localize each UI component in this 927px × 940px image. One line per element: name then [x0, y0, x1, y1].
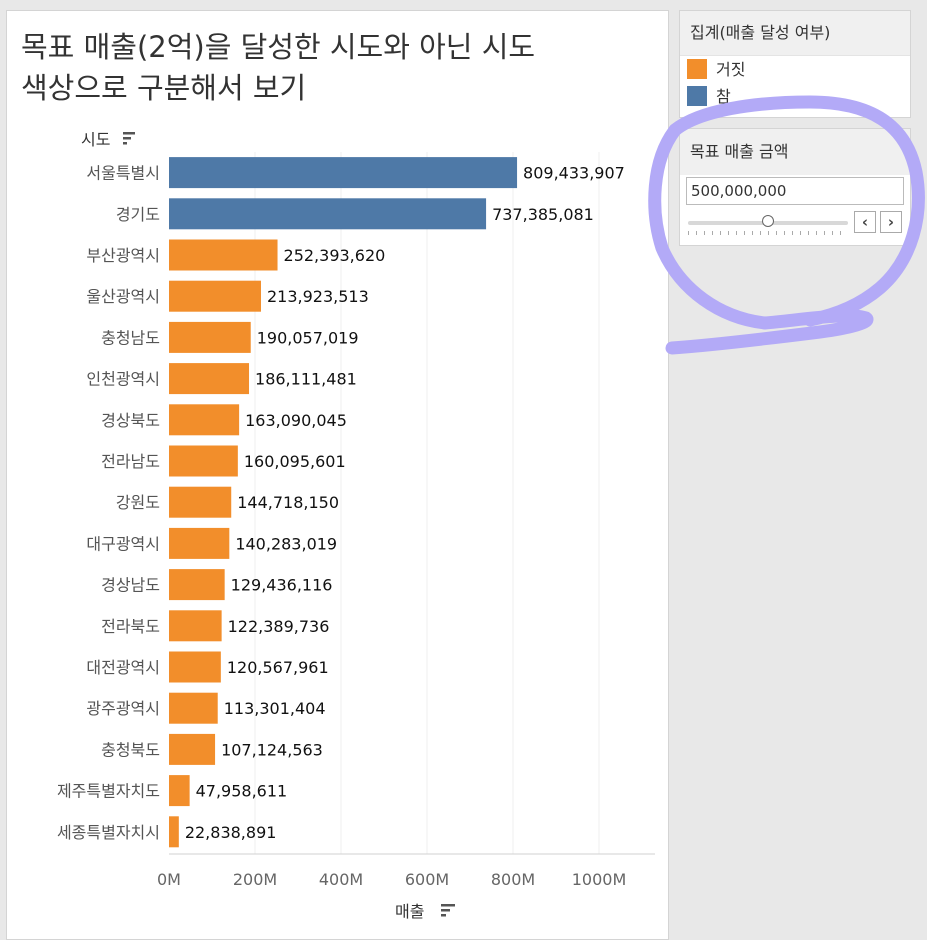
- value-label: 190,057,019: [257, 328, 359, 347]
- bar[interactable]: [169, 363, 250, 395]
- x-axis-title[interactable]: 매출: [395, 902, 424, 921]
- sort-icon[interactable]: [441, 904, 455, 917]
- value-label: 737,385,081: [492, 205, 594, 224]
- bar[interactable]: [169, 527, 230, 559]
- bar[interactable]: [169, 445, 238, 477]
- chevron-left-icon: ‹: [861, 213, 869, 231]
- chart-panel: 목표 매출(2억)을 달성한 시도와 아닌 시도 색상으로 구분해서 보기 서울…: [6, 10, 669, 940]
- value-label: 47,958,611: [196, 782, 288, 801]
- x-tick-label: 1000M: [572, 870, 627, 889]
- category-label: 부산광역시: [86, 246, 160, 265]
- bar[interactable]: [169, 198, 487, 230]
- value-label: 140,283,019: [235, 534, 337, 553]
- category-label: 서울특별시: [86, 164, 160, 183]
- bar[interactable]: [169, 404, 240, 436]
- value-label: 113,301,404: [224, 699, 326, 718]
- bar[interactable]: [169, 733, 216, 765]
- value-label: 213,923,513: [267, 287, 369, 306]
- chevron-right-icon: ›: [887, 213, 895, 231]
- value-label: 122,389,736: [228, 617, 330, 636]
- category-label: 전라북도: [101, 617, 160, 636]
- legend-panel: 집계(매출 달성 여부) 거짓 참: [679, 10, 911, 118]
- value-label: 809,433,907: [523, 164, 625, 183]
- chart-title: 목표 매출(2억)을 달성한 시도와 아닌 시도 색상으로 구분해서 보기: [21, 30, 536, 105]
- x-tick-label: 800M: [491, 870, 535, 889]
- value-label: 22,838,891: [185, 823, 277, 842]
- bar[interactable]: [169, 569, 225, 601]
- category-label: 대구광역시: [86, 534, 160, 553]
- bar[interactable]: [169, 239, 278, 271]
- bar[interactable]: [169, 816, 179, 848]
- legend-label-false: 거짓: [716, 60, 746, 79]
- value-label: 186,111,481: [255, 370, 357, 389]
- category-label: 강원도: [116, 493, 160, 512]
- target-sales-input[interactable]: [686, 177, 904, 205]
- row-header[interactable]: 시도: [81, 130, 110, 149]
- category-label: 경상남도: [101, 576, 160, 595]
- category-label: 광주광역시: [86, 699, 160, 718]
- category-label: 충청북도: [101, 740, 160, 759]
- value-label: 107,124,563: [221, 740, 323, 759]
- bar[interactable]: [169, 651, 221, 683]
- bar[interactable]: [169, 610, 222, 642]
- bar[interactable]: [169, 692, 218, 724]
- bar-chart: 서울특별시경기도부산광역시울산광역시충청남도인천광역시경상북도전라남도강원도대구…: [57, 130, 655, 921]
- value-labels: 809,433,907 737,385,081 252,393,620 213,923…: [185, 164, 625, 842]
- legend-swatch-true: [687, 86, 707, 106]
- category-label: 전라남도: [101, 452, 160, 471]
- legend-item-false[interactable]: 거짓: [680, 56, 910, 83]
- slider-thumb[interactable]: [762, 215, 774, 227]
- category-label: 충청남도: [101, 328, 160, 347]
- x-tick-label: 0M: [157, 870, 181, 889]
- parameter-panel: 목표 매출 금액 ‹ ›: [679, 128, 911, 246]
- legend-swatch-false: [687, 59, 707, 79]
- category-label: 인천광역시: [86, 370, 160, 389]
- value-label: 120,567,961: [227, 658, 329, 677]
- increment-button[interactable]: ›: [880, 211, 902, 233]
- decrement-button[interactable]: ‹: [854, 211, 876, 233]
- value-label: 163,090,045: [245, 411, 347, 430]
- parameter-title: 목표 매출 금액: [680, 129, 910, 175]
- x-tick-label: 400M: [319, 870, 363, 889]
- bar[interactable]: [169, 280, 261, 312]
- category-label: 경기도: [116, 205, 160, 224]
- bars: [169, 157, 518, 848]
- x-tick-label: 600M: [405, 870, 449, 889]
- bar[interactable]: [169, 157, 518, 189]
- sort-icon[interactable]: [123, 132, 135, 145]
- category-labels: 서울특별시경기도부산광역시울산광역시충청남도인천광역시경상북도전라남도강원도대구…: [57, 164, 160, 842]
- category-label: 경상북도: [101, 411, 160, 430]
- category-label: 대전광역시: [86, 658, 160, 677]
- value-label: 144,718,150: [237, 493, 339, 512]
- legend-title: 집계(매출 달성 여부): [680, 11, 910, 56]
- category-label: 세종특별자치시: [57, 823, 160, 842]
- category-label: 제주특별자치도: [57, 782, 160, 801]
- value-label: 252,393,620: [284, 246, 386, 265]
- slider-ticks: [688, 231, 848, 235]
- bar[interactable]: [169, 321, 251, 353]
- legend-item-true[interactable]: 참: [680, 83, 910, 110]
- bar[interactable]: [169, 486, 232, 518]
- value-label: 129,436,116: [231, 576, 333, 595]
- x-tick-label: 200M: [233, 870, 277, 889]
- value-label: 160,095,601: [244, 452, 346, 471]
- bar[interactable]: [169, 775, 190, 807]
- legend-label-true: 참: [716, 87, 731, 106]
- category-label: 울산광역시: [86, 287, 160, 306]
- x-axis-ticks: 0M 200M 400M 600M 800M 1000M: [157, 870, 626, 889]
